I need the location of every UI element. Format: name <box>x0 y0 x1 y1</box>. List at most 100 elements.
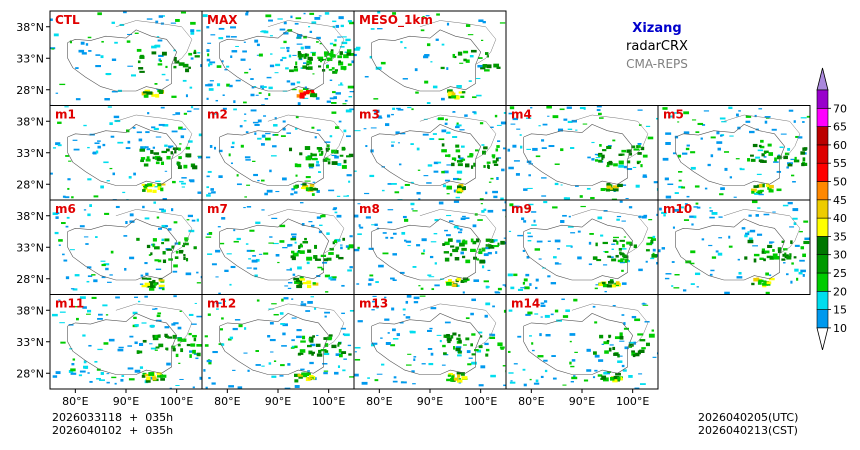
echo-cell <box>68 160 72 162</box>
echo-core <box>294 373 301 377</box>
echo-cell <box>618 355 623 357</box>
echo-cell <box>535 278 539 282</box>
echo-cell <box>207 53 210 57</box>
echo-cell <box>485 302 491 306</box>
echo-cell <box>257 179 260 182</box>
echo-cell <box>639 339 646 342</box>
province-boundary <box>675 124 786 186</box>
echo-core <box>143 94 149 98</box>
echo-cell <box>410 181 414 184</box>
echo-cell <box>129 335 134 338</box>
echo-cell <box>420 287 424 290</box>
echo-cell <box>354 373 359 377</box>
echo-cell <box>287 287 292 290</box>
echo-cell <box>596 109 601 112</box>
echo-cell <box>52 147 57 149</box>
echo-cell <box>485 285 489 289</box>
echo-cell <box>462 239 466 243</box>
echo-cell <box>339 154 344 157</box>
echo-cell <box>747 158 751 162</box>
echo-cell <box>211 263 217 266</box>
echo-cell <box>295 37 302 39</box>
echo-cell <box>141 322 147 324</box>
panel-background <box>354 200 506 295</box>
echo-cell <box>628 206 633 209</box>
echo-cell <box>142 339 147 343</box>
echo-cell <box>507 350 511 353</box>
echo-cell <box>244 71 249 74</box>
echo-cell <box>122 191 126 194</box>
echo-cell <box>301 374 308 378</box>
echo-cell <box>637 152 642 155</box>
echo-cell <box>341 312 345 315</box>
echo-cell <box>588 263 593 266</box>
echo-cell <box>416 191 421 195</box>
echo-cell <box>444 229 448 232</box>
echo-cell <box>50 47 56 50</box>
echo-cell <box>330 50 334 55</box>
echo-cell <box>228 385 234 388</box>
echo-cell <box>164 170 168 172</box>
echo-cell <box>365 216 371 219</box>
echo-cell <box>329 42 334 45</box>
echo-cell <box>307 344 312 348</box>
echo-cell <box>757 149 764 152</box>
echo-cell <box>790 280 793 284</box>
echo-cell <box>531 342 534 345</box>
echo-cell <box>398 163 402 166</box>
echo-cell <box>423 249 426 253</box>
echo-cell <box>628 375 633 378</box>
echo-cell <box>631 315 637 319</box>
echo-cell <box>197 191 202 194</box>
echo-cell <box>465 24 471 27</box>
echo-cell <box>789 226 795 228</box>
echo-cell <box>323 370 329 372</box>
echo-cell <box>448 220 454 223</box>
echo-cell <box>63 259 68 262</box>
echo-cell <box>109 167 113 170</box>
echo-cell <box>274 72 279 74</box>
echo-cell <box>50 172 53 175</box>
echo-core <box>460 95 465 98</box>
echo-core <box>296 94 301 98</box>
echo-cell <box>457 155 461 158</box>
echo-cell <box>598 112 602 116</box>
echo-cell <box>455 124 462 127</box>
echo-cell <box>338 84 344 86</box>
echo-cell <box>579 195 583 198</box>
echo-cell <box>792 208 799 212</box>
panel-label: m12 <box>207 297 236 311</box>
echo-core <box>753 185 759 188</box>
echo-cell <box>387 209 394 211</box>
echo-cell <box>192 165 198 170</box>
echo-cell <box>64 196 70 199</box>
echo-cell <box>103 161 109 164</box>
echo-cell <box>79 225 85 228</box>
echo-cell <box>80 41 85 45</box>
echo-cell <box>446 67 449 70</box>
echo-cell <box>371 342 378 345</box>
echo-cell <box>426 182 432 184</box>
echo-cell <box>736 113 739 117</box>
echo-cell <box>178 249 184 252</box>
echo-cell <box>804 237 810 241</box>
echo-cell <box>387 221 393 224</box>
echo-core <box>768 189 774 193</box>
echo-cell <box>384 296 387 299</box>
echo-cell <box>495 157 499 162</box>
echo-cell <box>604 250 609 253</box>
echo-cell <box>340 82 343 86</box>
lat-tick-label: 28°N <box>16 367 44 380</box>
echo-cell <box>318 349 322 354</box>
echo-core <box>299 94 305 99</box>
echo-cell <box>541 147 547 149</box>
echo-cell <box>272 145 277 148</box>
echo-cell <box>637 350 641 355</box>
echo-core <box>617 183 623 188</box>
echo-cell <box>331 276 337 279</box>
echo-cell <box>508 166 514 170</box>
echo-cell <box>96 377 101 380</box>
echo-cell <box>523 278 528 282</box>
province-boundary <box>115 209 193 254</box>
